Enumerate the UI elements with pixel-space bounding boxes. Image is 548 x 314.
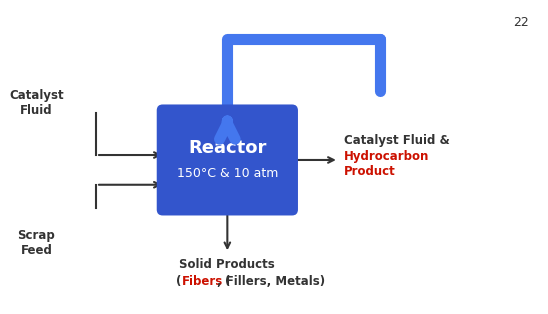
Text: Fibers: Fibers — [181, 275, 223, 288]
Text: Catalyst
Fluid: Catalyst Fluid — [9, 89, 64, 116]
Text: Reactor: Reactor — [188, 139, 266, 157]
Text: 150°C & 10 atm: 150°C & 10 atm — [176, 167, 278, 180]
Text: 22: 22 — [513, 16, 529, 29]
Text: Solid Products: Solid Products — [180, 258, 275, 271]
Text: , Fillers, Metals): , Fillers, Metals) — [218, 275, 326, 288]
Text: Scrap
Feed: Scrap Feed — [18, 229, 55, 257]
Text: (: ( — [175, 275, 181, 288]
Text: (: ( — [225, 275, 230, 288]
Text: Catalyst Fluid &: Catalyst Fluid & — [344, 134, 449, 147]
Text: Hydrocarbon: Hydrocarbon — [344, 149, 429, 163]
FancyBboxPatch shape — [157, 105, 298, 215]
Text: Product: Product — [344, 165, 396, 178]
